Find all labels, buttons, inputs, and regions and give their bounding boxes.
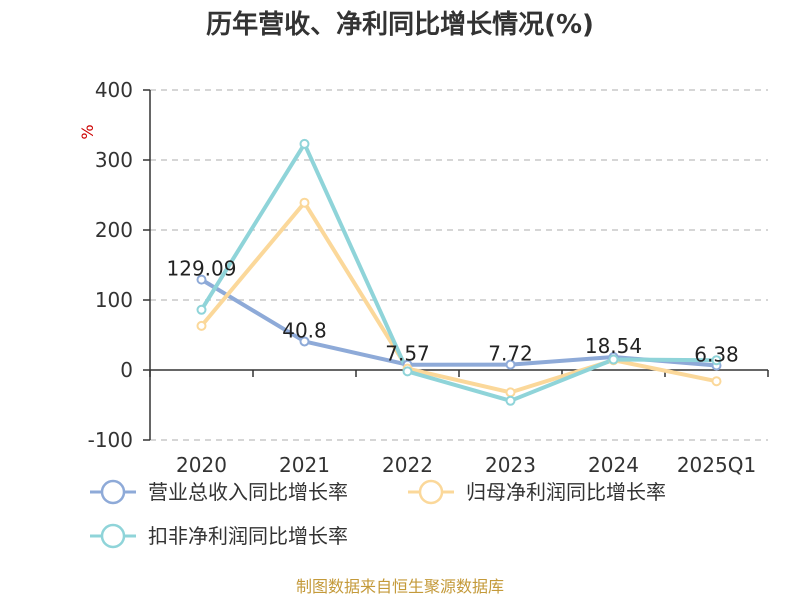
- x-tick-labels: 2020 2021 2022 2023 2024 2025Q1: [176, 453, 756, 477]
- legend-marker-icon: [418, 479, 444, 505]
- x-tick-label: 2025Q1: [677, 453, 756, 477]
- data-point: [711, 376, 722, 387]
- series-group: [196, 138, 722, 406]
- data-point: [505, 359, 516, 370]
- legend-label: 归母净利润同比增长率: [466, 480, 666, 504]
- legend-marker-icon: [100, 523, 126, 549]
- data-labels: 129.09 40.8 7.57 7.72 18.54 6.38: [167, 257, 739, 367]
- data-label: 7.57: [385, 342, 430, 366]
- series-line-3: [199, 141, 719, 403]
- chart-title: 历年营收、净利同比增长情况(%): [206, 9, 594, 40]
- data-point: [402, 366, 413, 377]
- data-point: [196, 320, 207, 331]
- x-tick-label: 2022: [382, 453, 433, 477]
- data-point: [299, 336, 310, 347]
- y-tick-labels: -100 0 100 200 300 400: [88, 78, 133, 452]
- data-label: 129.09: [167, 257, 237, 281]
- data-point: [299, 197, 310, 208]
- y-tick-label: 100: [95, 288, 133, 312]
- y-tick-label: 0: [120, 358, 133, 382]
- series-line-2: [199, 200, 719, 395]
- data-point: [196, 304, 207, 315]
- x-tick-label: 2023: [485, 453, 536, 477]
- data-point: [196, 274, 207, 285]
- y-tick-label: -100: [88, 428, 133, 452]
- legend-label: 营业总收入同比增长率: [148, 480, 348, 504]
- data-label: 7.72: [488, 342, 533, 366]
- x-tick-label: 2021: [279, 453, 330, 477]
- data-label: 6.38: [694, 343, 739, 367]
- legend-marker-icon: [100, 479, 126, 505]
- data-label: 18.54: [585, 334, 642, 358]
- x-tick-label: 2020: [176, 453, 227, 477]
- y-tick-label: 200: [95, 218, 133, 242]
- data-point: [299, 138, 310, 149]
- legend-label: 扣非净利润同比增长率: [148, 524, 348, 548]
- y-axis-unit: %: [78, 124, 97, 139]
- data-point: [505, 387, 516, 398]
- x-tick-label: 2024: [588, 453, 639, 477]
- data-point: [711, 355, 722, 366]
- source-note: 制图数据来自恒生聚源数据库: [296, 577, 504, 596]
- y-tick-label: 300: [95, 148, 133, 172]
- data-label: 40.8: [282, 318, 327, 342]
- axes: [143, 89, 769, 441]
- y-tick-label: 400: [95, 78, 133, 102]
- data-point: [608, 354, 619, 365]
- data-point: [505, 395, 516, 406]
